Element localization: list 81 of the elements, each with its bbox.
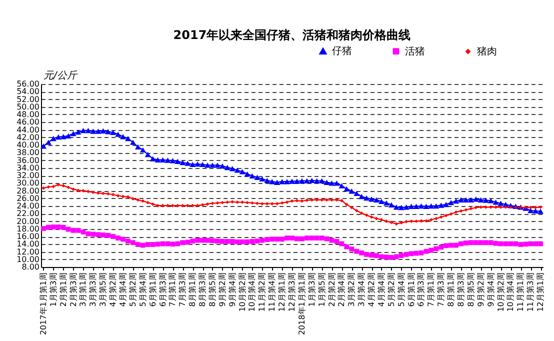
- y-tick-label: 34.00: [16, 163, 40, 172]
- x-tick-label: 6月第3周: [158, 272, 168, 307]
- y-tick-label: 36.00: [16, 156, 40, 165]
- y-tick-label: 40.00: [16, 140, 40, 150]
- x-tick-label: 5月第4周: [138, 272, 148, 307]
- x-tick-label: 3月第2周: [347, 272, 356, 307]
- y-tick-label: 56.00: [16, 80, 40, 88]
- x-tick-label: 10月第4周: [506, 272, 516, 312]
- x-tick-label: 12月第1周: [536, 272, 546, 312]
- x-tick-label: 2月第4周: [337, 272, 346, 307]
- x-tick-label: 7月第3周: [178, 272, 188, 307]
- x-tick-label: 2月第3周: [68, 272, 78, 307]
- x-tick-label: 12月第1周: [278, 272, 287, 312]
- legend-label: 仔猪: [332, 45, 352, 58]
- y-tick-label: 50.00: [16, 102, 40, 112]
- x-tick-label: 1月第3周: [307, 272, 316, 307]
- x-tick-label: 11月第3周: [526, 272, 536, 312]
- y-tick-label: 24.00: [16, 202, 40, 210]
- y-tick-label: 26.00: [16, 194, 40, 203]
- x-tick-label: 1月第5周: [317, 272, 326, 307]
- y-tick-label: 10.00: [16, 254, 40, 264]
- x-tick-label: 8月第5周: [466, 272, 476, 307]
- y-tick-label: 48.00: [16, 110, 40, 119]
- x-tick-label: 8月第1周: [188, 272, 198, 307]
- x-tick-label: 9月第4周: [486, 272, 496, 307]
- x-tick-label: 1月第3周: [48, 272, 58, 307]
- y-tick-label: 30.00: [16, 178, 40, 188]
- x-tick-label: 9月第4周: [228, 272, 237, 307]
- x-tick-label: 6月第3周: [416, 272, 426, 307]
- x-tick-label: 11月第2周: [258, 272, 267, 312]
- y-tick-label: 32.00: [16, 171, 40, 180]
- y-tick-label: 52.00: [16, 94, 40, 104]
- x-tick-label: 10月第2周: [496, 272, 506, 312]
- y-tick-label: 42.00: [16, 132, 40, 142]
- x-tick-label: 4月第2周: [367, 272, 376, 307]
- x-tick-label: 12月第3周: [288, 272, 296, 312]
- legend-label: 猪肉: [477, 46, 497, 58]
- x-tick-label: 11月第4周: [268, 272, 277, 312]
- chart-title: 2017年以来全国仔猪、活猪和猪肉价格曲线: [173, 28, 411, 42]
- x-tick-label: 5月第2周: [386, 272, 396, 307]
- y-tick-label: 54.00: [16, 87, 40, 96]
- x-tick-label: 7月第1周: [168, 272, 178, 307]
- x-tick-label: 3月第5周: [98, 272, 108, 307]
- x-tick-label: 9月第2周: [476, 272, 486, 307]
- x-tick-label: 4月第4周: [376, 272, 386, 307]
- y-tick-label: 16.00: [16, 232, 40, 241]
- y-tick-label: 12.00: [16, 247, 40, 256]
- x-tick-label: 7月第1周: [426, 272, 436, 307]
- x-tick-label: 8月第3周: [198, 272, 208, 307]
- y-tick-label: 8.00: [22, 262, 40, 272]
- x-tick-label: 6月第1周: [148, 272, 158, 307]
- y-tick-label: 46.00: [16, 118, 40, 127]
- x-tick-label: 2018年1月第1周: [297, 272, 306, 336]
- x-tick-label: 3月第3周: [88, 272, 98, 307]
- y-tick-label: 22.00: [16, 209, 40, 218]
- x-tick-label: 3月第1周: [78, 272, 88, 307]
- y-tick-label: 18.00: [16, 224, 40, 234]
- x-tick-label: 8月第5周: [208, 272, 217, 307]
- x-tick-label: 2017年1月第1周: [38, 272, 48, 336]
- y-tick-label: 20.00: [16, 216, 40, 226]
- x-tick-label: 10月第4周: [248, 272, 257, 312]
- y-tick-label: 14.00: [16, 240, 40, 249]
- x-tick-label: 4月第2周: [108, 272, 118, 307]
- x-tick-label: 9月第2周: [218, 272, 227, 307]
- x-tick-label: 8月第1周: [446, 272, 456, 307]
- y-axis-title: 元/公斤: [44, 70, 78, 82]
- x-tick-label: 3月第4周: [357, 272, 366, 307]
- x-tick-label: 2月第2周: [327, 272, 336, 307]
- x-tick-label: 10月第2周: [238, 272, 247, 312]
- x-tick-label: 6月第1周: [406, 272, 416, 307]
- y-tick-label: 28.00: [16, 186, 40, 196]
- x-tick-label: 5月第4周: [396, 272, 406, 307]
- y-tick-label: 44.00: [16, 125, 40, 134]
- x-tick-label: 11月第1周: [516, 272, 526, 312]
- legend-label: 活猪: [405, 45, 425, 58]
- x-tick-label: 7月第3周: [436, 272, 446, 307]
- x-tick-label: 4月第4周: [118, 272, 128, 307]
- x-tick-label: 8月第3周: [456, 272, 466, 307]
- y-tick-label: 38.00: [16, 148, 40, 158]
- x-tick-label: 5月第2周: [128, 272, 138, 307]
- x-tick-label: 2月第1周: [58, 272, 68, 307]
